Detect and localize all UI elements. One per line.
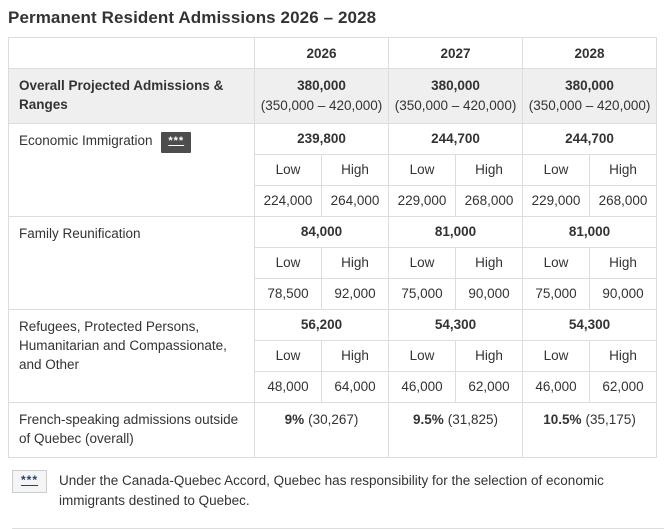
high-value-cell: 264,000 [320,184,390,217]
range-values-row: 224,000 264,000 229,000 268,000 229,000 … [9,184,658,217]
low-header-cell: Low [254,246,322,279]
high-value-cell: 90,000 [589,277,658,310]
french-value-cell: 10.5% (35,175) [522,401,658,458]
overall-range-value: (350,000 – 420,000) [528,97,651,113]
range-values-row: 48,000 64,000 46,000 62,000 46,000 62,00… [9,370,658,403]
overall-main-value: 380,000 [565,78,614,94]
overall-main-value: 380,000 [297,78,346,94]
low-value-cell: 46,000 [522,370,591,403]
low-value-cell: 229,000 [388,184,457,217]
main-value-cell: 56,200 [253,308,390,341]
header-row: 2026 2027 2028 [8,37,658,69]
low-value-cell: 75,000 [388,277,457,310]
low-header-cell: Low [254,153,322,186]
high-header-cell: High [589,246,658,279]
low-header-cell: Low [522,339,591,372]
subheader-row: Low High Low High Low High [9,246,658,279]
high-header-cell: High [320,339,390,372]
section-row-family: Family Reunification 84,000 81,000 81,00… [8,215,658,310]
low-value-cell: 229,000 [522,184,591,217]
main-value-cell: 84,000 [253,215,390,248]
year-header-2026: 2026 [253,37,390,69]
high-value-cell: 64,000 [320,370,390,403]
main-value-cell: 244,700 [522,122,658,155]
french-percent: 9.5% [412,411,444,427]
main-value-cell: 239,800 [253,122,390,155]
section-row-economic: Economic Immigration *** 239,800 244,700… [8,122,658,217]
high-value-cell: 90,000 [455,277,524,310]
page-title: Permanent Resident Admissions 2026 – 202… [8,8,377,27]
low-header-cell: Low [388,339,457,372]
high-header-cell: High [589,153,658,186]
main-value-cell: 81,000 [388,215,524,248]
row-label-overall: Overall Projected Admissions & Ranges [8,68,255,124]
overall-row: Overall Projected Admissions & Ranges 38… [8,68,658,124]
high-header-cell: High [589,339,658,372]
low-value-cell: 224,000 [254,184,322,217]
main-value-cell: 54,300 [388,308,524,341]
low-value-cell: 48,000 [254,370,322,403]
overall-value-cell: 380,000 (350,000 – 420,000) [253,68,390,124]
low-header-cell: Low [388,246,457,279]
french-count: (31,825) [447,411,499,427]
footnote: *** Under the Canada-Quebec Accord, Queb… [12,469,664,529]
overall-main-value: 380,000 [431,78,480,94]
row-label-text: Economic Immigration [19,132,153,148]
french-count: (35,175) [585,411,636,427]
footnote-reference-badge[interactable]: *** [161,131,192,154]
high-value-cell: 92,000 [320,277,390,310]
high-value-cell: 268,000 [455,184,524,217]
overall-value-cell: 380,000 (350,000 – 420,000) [522,68,658,124]
overall-range-value: (350,000 – 420,000) [394,97,517,113]
high-value-cell: 268,000 [589,184,658,217]
low-header-cell: Low [388,153,457,186]
high-header-cell: High [455,339,524,372]
high-header-cell: High [320,246,390,279]
low-value-cell: 75,000 [522,277,591,310]
year-header-2028: 2028 [522,37,658,69]
french-percent: 10.5% [543,411,582,427]
row-label-economic-immigration: Economic Immigration *** [8,122,255,217]
french-value-cell: 9.5% (31,825) [388,401,524,458]
overall-range-value: (350,000 – 420,000) [260,97,383,113]
high-header-cell: High [320,153,390,186]
section-row-refugees: Refugees, Protected Persons, Humanitaria… [8,308,658,403]
french-percent: 9% [284,411,305,427]
main-value-cell: 244,700 [388,122,524,155]
footnote-text: Under the Canada-Quebec Accord, Quebec h… [59,472,604,509]
corner-cell [8,37,255,69]
overall-value-cell: 380,000 (350,000 – 420,000) [388,68,524,124]
row-label-refugees: Refugees, Protected Persons, Humanitaria… [8,308,255,403]
row-label-french-speaking: French-speaking admissions outside of Qu… [8,401,255,458]
footnote-marker[interactable]: *** [12,469,48,493]
subheader-row: Low High Low High Low High [9,153,658,186]
admissions-table: 2026 2027 2028 Overall Projected Admissi… [8,37,658,458]
french-count: (30,267) [308,411,359,427]
subheader-row: Low High Low High Low High [9,339,658,372]
row-label-family-reunification: Family Reunification [8,215,255,310]
low-value-cell: 78,500 [254,277,322,310]
high-header-cell: High [455,153,524,186]
main-value-cell: 54,300 [522,308,658,341]
main-value-cell: 81,000 [522,215,658,248]
range-values-row: 78,500 92,000 75,000 90,000 75,000 90,00… [9,277,658,310]
low-header-cell: Low [522,153,591,186]
high-value-cell: 62,000 [455,370,524,403]
high-header-cell: High [455,246,524,279]
low-value-cell: 46,000 [388,370,457,403]
low-header-cell: Low [254,339,322,372]
french-speaking-row: French-speaking admissions outside of Qu… [8,401,658,458]
low-header-cell: Low [522,246,591,279]
year-header-2027: 2027 [388,37,524,69]
french-value-cell: 9% (30,267) [253,401,390,458]
high-value-cell: 62,000 [589,370,658,403]
